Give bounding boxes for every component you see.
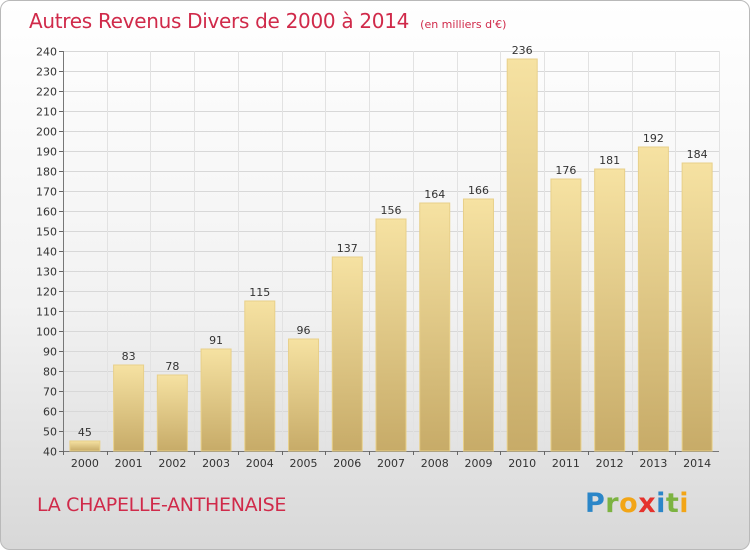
data-label-2003: 91 <box>209 334 223 347</box>
x-tick-label-2006: 2006 <box>333 457 361 470</box>
x-tick-label-2007: 2007 <box>377 457 405 470</box>
bar-2009 <box>462 198 494 452</box>
chart-unit: (en milliers d'€) <box>420 18 507 31</box>
bar-2001 <box>113 364 145 452</box>
x-tick-label-2003: 2003 <box>202 457 230 470</box>
data-label-2004: 115 <box>249 286 270 299</box>
bar-2013 <box>637 146 669 452</box>
y-tick-label: 160 <box>36 206 57 219</box>
bar-2002 <box>156 374 188 452</box>
data-label-2006: 137 <box>337 242 358 255</box>
bars <box>69 58 713 452</box>
data-label-2008: 164 <box>424 188 445 201</box>
x-tick-label-2008: 2008 <box>421 457 449 470</box>
data-label-2010: 236 <box>512 44 533 57</box>
data-label-2009: 166 <box>468 184 489 197</box>
y-tick-label: 90 <box>43 346 57 359</box>
bar-2011 <box>550 178 582 452</box>
x-tick-label-2002: 2002 <box>158 457 186 470</box>
y-tick-label: 210 <box>36 106 57 119</box>
y-tick-label: 50 <box>43 426 57 439</box>
x-tick-label-2004: 2004 <box>246 457 274 470</box>
bar-2007 <box>375 218 407 452</box>
y-tick-label: 220 <box>36 86 57 99</box>
axes: 40 50 60 70 80 90 100 110 120 130 140 150 160 170 180 1… <box>36 46 719 470</box>
x-tick-label-2014: 2014 <box>683 457 711 470</box>
x-tick-label-2012: 2012 <box>596 457 624 470</box>
chart-title-text: Autres Revenus Divers de 2000 à 2014 <box>29 9 410 33</box>
x-tick-label-2005: 2005 <box>290 457 318 470</box>
x-tick-label-2001: 2001 <box>115 457 143 470</box>
y-tick-label: 150 <box>36 226 57 239</box>
proxiti-logo: Proxiti <box>585 488 690 519</box>
bar-2000 <box>69 440 101 452</box>
y-tick-label: 180 <box>36 166 57 179</box>
y-tick-label: 190 <box>36 146 57 159</box>
y-tick-label: 80 <box>43 366 57 379</box>
bar-2004 <box>244 300 276 452</box>
bar-2008 <box>419 202 451 452</box>
data-label-2014: 184 <box>687 148 708 161</box>
y-tick-label: 110 <box>36 306 57 319</box>
data-label-2000: 45 <box>78 426 92 439</box>
data-label-2007: 156 <box>381 204 402 217</box>
data-label-2012: 181 <box>599 154 620 167</box>
x-tick-label-2000: 2000 <box>71 457 99 470</box>
bar-2010 <box>506 58 538 452</box>
y-tick-label: 230 <box>36 66 57 79</box>
x-tick-label-2010: 2010 <box>508 457 536 470</box>
x-tick-label-2011: 2011 <box>552 457 580 470</box>
y-tick-label: 120 <box>36 286 57 299</box>
bar-2012 <box>594 168 626 452</box>
commune-name: LA CHAPELLE-ANTHENAISE <box>37 494 287 516</box>
y-tick-label: 200 <box>36 126 57 139</box>
bar-2005 <box>288 338 320 452</box>
data-label-2011: 176 <box>555 164 576 177</box>
x-tick-label-2013: 2013 <box>639 457 667 470</box>
y-tick-label: 130 <box>36 266 57 279</box>
y-tick-label: 170 <box>36 186 57 199</box>
data-labels: 45 83 78 91 115 96 137 156 164 166 236 176 181 192 184 <box>78 44 708 439</box>
bar-2006 <box>331 256 363 452</box>
y-tick-label: 240 <box>36 46 57 59</box>
chart-title: Autres Revenus Divers de 2000 à 2014 (en… <box>29 9 506 33</box>
x-tick-label-2009: 2009 <box>464 457 492 470</box>
y-tick-label: 100 <box>36 326 57 339</box>
y-tick-label: 60 <box>43 406 57 419</box>
y-tick-label: 70 <box>43 386 57 399</box>
bar-2003 <box>200 348 232 452</box>
y-tick-label: 140 <box>36 246 57 259</box>
data-label-2013: 192 <box>643 132 664 145</box>
y-tick-label: 40 <box>43 446 57 459</box>
data-label-2005: 96 <box>297 324 311 337</box>
bar-2014 <box>681 162 713 452</box>
data-label-2001: 83 <box>122 350 136 363</box>
data-label-2002: 78 <box>165 360 179 373</box>
